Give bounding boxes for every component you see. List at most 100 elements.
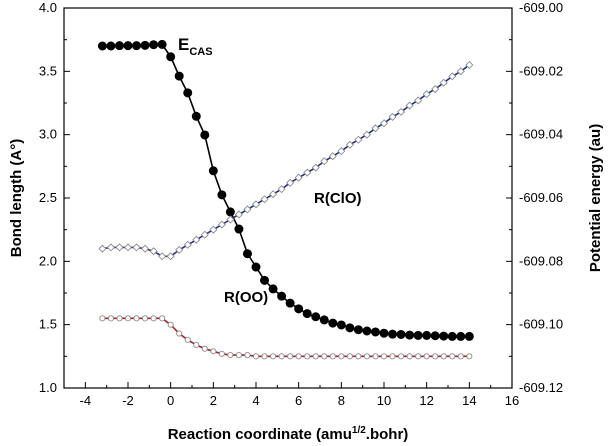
ecas-label-sub: CAS — [189, 46, 212, 58]
x-tick-label: 2 — [210, 393, 217, 408]
r-clo-point — [251, 200, 261, 209]
e-cas-point — [114, 41, 124, 51]
r-oo-point — [193, 341, 200, 348]
r-clo-point — [200, 230, 209, 239]
r-clo-point — [260, 195, 269, 204]
r-oo-point — [372, 353, 379, 360]
y-left-tick-label: 1.0 — [39, 380, 57, 395]
e-cas-point — [268, 284, 278, 294]
r-clo-point — [328, 152, 337, 161]
e-cas-point — [328, 318, 338, 328]
r-clo-point — [158, 252, 167, 261]
r-clo-point — [345, 140, 354, 149]
e-cas-point — [208, 166, 218, 176]
e-cas-point — [422, 330, 432, 340]
r-oo-point — [210, 348, 217, 355]
r-clo-point — [414, 96, 423, 105]
x-axis-title: Reaction coordinate (amu1/2.bohr) — [168, 425, 409, 443]
r-oo-point — [99, 315, 106, 322]
r-clo-point — [362, 130, 371, 139]
r-clo-point — [439, 78, 448, 87]
rclo-label: R(ClO) — [314, 190, 362, 207]
r-oo-point — [304, 353, 311, 360]
r-oo-point — [398, 353, 405, 360]
e-cas-point — [106, 41, 116, 51]
r-clo-point — [269, 190, 278, 199]
r-clo-point — [448, 72, 457, 81]
y-right-tick-label: -609.10 — [519, 317, 563, 332]
e-cas-point — [336, 320, 346, 330]
r-oo-point — [184, 336, 191, 343]
r-clo-point — [337, 147, 346, 156]
x-tick-label: 4 — [252, 393, 259, 408]
e-cas-point — [277, 291, 287, 301]
x-tick-label: 6 — [295, 393, 302, 408]
r-clo-point — [166, 252, 175, 261]
r-oo-point — [252, 353, 260, 360]
x-tick-label: 0 — [167, 393, 174, 408]
r-clo-point — [303, 168, 312, 177]
x-tick-label: 14 — [462, 393, 476, 408]
x-axis-title-part1: Reaction coordinate (amu — [168, 426, 352, 443]
e-cas-point — [123, 41, 133, 51]
r-clo-point — [465, 60, 474, 70]
r-oo-point — [142, 315, 149, 322]
r-oo-point — [150, 315, 157, 322]
r-oo-point — [116, 315, 123, 322]
e-cas-point — [285, 298, 295, 308]
r-clo-point — [149, 247, 158, 256]
r-clo-point — [209, 225, 218, 234]
r-oo-point — [227, 352, 234, 359]
r-clo-point — [123, 243, 133, 252]
e-cas-point — [225, 207, 235, 217]
e-cas-point — [464, 331, 474, 341]
r-oo-point — [261, 353, 268, 360]
axis-ticks: -4 -2 0 2 4 6 8 10 12 14 16 1.0 1.5 2.0 2.5 3.0 3.5 4.0 -6… — [39, 0, 563, 408]
x-tick-label: 10 — [377, 393, 391, 408]
e-cas-point — [353, 325, 363, 335]
e-cas-point — [345, 323, 355, 333]
r-clo-point — [106, 243, 115, 252]
r-oo-point — [363, 353, 370, 360]
x-axis-title-part2: .bohr) — [366, 426, 409, 443]
r-clo-point — [294, 173, 303, 182]
r-oo-point — [278, 353, 285, 360]
r-clo-point — [234, 210, 243, 219]
e-cas-point — [294, 304, 304, 314]
r-oo-point — [449, 353, 456, 360]
r-oo-point — [201, 345, 208, 352]
r-oo-point — [389, 353, 396, 360]
x-axis-title-sup: 1/2 — [352, 425, 366, 436]
e-cas-point — [447, 331, 457, 341]
r-oo-point — [380, 353, 388, 360]
r-oo-point — [457, 353, 464, 360]
r-oo-point — [355, 353, 362, 360]
e-cas-point — [396, 329, 406, 339]
e-cas-point — [217, 190, 227, 200]
e-cas-point — [149, 40, 159, 50]
r-oo-point — [338, 353, 345, 360]
r-clo-point — [192, 235, 201, 244]
r-clo-point — [320, 157, 329, 166]
r-oo-point — [466, 353, 473, 360]
r-oo-point — [107, 315, 114, 322]
r-oo-point — [167, 321, 174, 328]
r-oo-point — [321, 353, 328, 360]
x-tick-label: 12 — [419, 393, 433, 408]
r-clo-point — [379, 119, 389, 128]
r-oo-point — [133, 315, 140, 322]
r-clo-point — [141, 244, 150, 253]
r-oo-point — [176, 330, 183, 337]
r-clo-point — [175, 245, 184, 254]
r-oo-point — [218, 350, 225, 357]
r-clo-line — [102, 64, 470, 258]
r-oo-point — [244, 352, 251, 359]
r-oo-point — [287, 353, 294, 360]
e-cas-point — [166, 52, 176, 62]
e-cas-point — [97, 41, 107, 51]
ecas-label: ECAS — [178, 35, 213, 58]
r-clo-point — [132, 243, 141, 252]
r-clo-point — [354, 135, 363, 144]
e-cas-point — [234, 224, 244, 234]
